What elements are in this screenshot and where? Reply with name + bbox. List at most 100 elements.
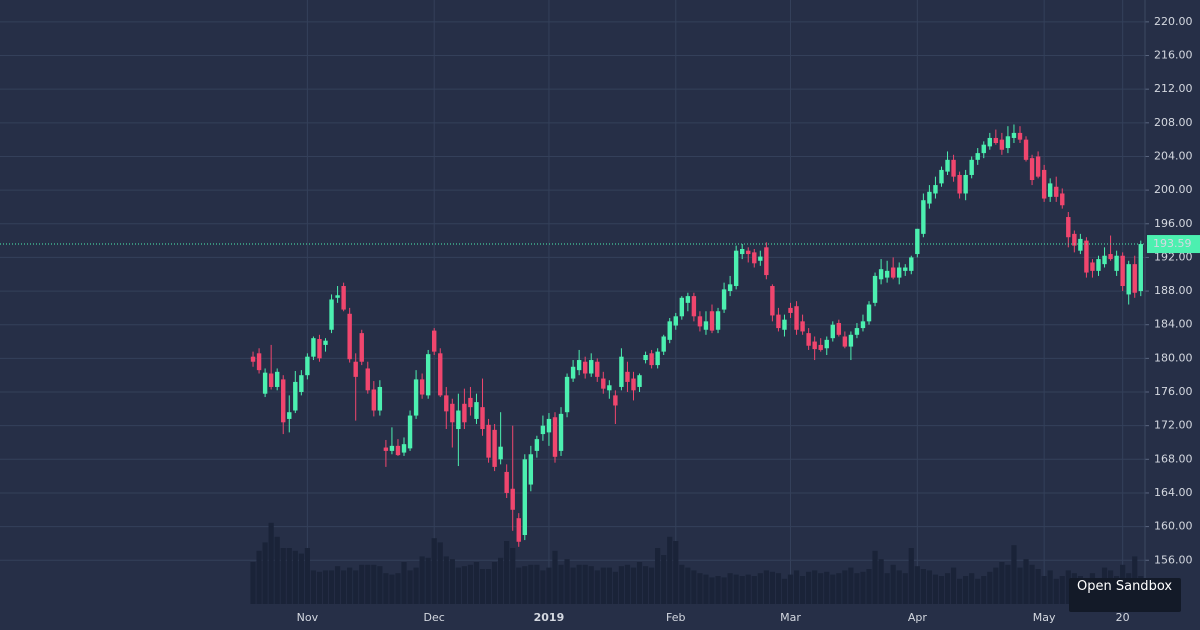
candle-body	[860, 321, 866, 329]
y-tick-label: 180.00	[1154, 351, 1193, 364]
volume-bar	[479, 569, 486, 604]
candle-body	[981, 144, 986, 154]
volume-bar	[570, 567, 576, 604]
candle-body	[897, 267, 902, 278]
volume-bar	[830, 574, 836, 604]
volume-bar	[274, 536, 280, 604]
volume-bar	[383, 573, 389, 604]
volume-bar	[341, 570, 347, 604]
volume-bar	[763, 570, 769, 604]
volume-bar	[588, 566, 594, 604]
volume-bar	[691, 570, 697, 604]
x-tick-label: Nov	[297, 611, 319, 624]
x-tick-label: Dec	[424, 611, 445, 624]
candle-body	[715, 311, 721, 330]
volume-bar	[401, 562, 407, 604]
y-tick-label: 216.00	[1154, 49, 1193, 62]
candle-body	[806, 333, 811, 346]
candle-body	[884, 270, 890, 278]
candle-body	[425, 354, 431, 396]
volume-bar	[685, 567, 691, 604]
candle-body	[607, 385, 612, 391]
candle-body	[1132, 264, 1137, 293]
candle-body	[595, 361, 600, 377]
volume-bar	[751, 576, 757, 604]
volume-bar	[498, 557, 504, 604]
volume-bar	[926, 570, 933, 604]
candle-body	[890, 267, 896, 278]
candle-body	[770, 286, 775, 316]
candle-body	[589, 360, 594, 374]
candle-body	[727, 284, 733, 292]
candle-body	[287, 412, 292, 419]
candle-body	[281, 379, 286, 423]
candle-body	[1005, 136, 1011, 149]
candle-body	[921, 200, 926, 234]
candle-body	[733, 250, 739, 287]
candle-body	[643, 354, 648, 361]
candle-body	[558, 413, 564, 451]
candle-body	[679, 297, 685, 317]
volume-bar	[522, 566, 528, 604]
candle-body	[468, 397, 473, 408]
volume-bar	[932, 574, 939, 604]
volume-bar	[473, 562, 480, 604]
candle-body	[812, 341, 817, 350]
volume-bar	[866, 569, 872, 604]
volume-bar	[377, 566, 383, 604]
volume-bar	[467, 564, 474, 604]
y-tick-label: 200.00	[1154, 183, 1193, 196]
candle-body	[764, 247, 769, 276]
y-tick-label: 204.00	[1154, 149, 1193, 162]
candle-body	[987, 137, 992, 147]
volume-bar	[824, 571, 830, 604]
candle-body	[250, 356, 256, 362]
candle-body	[1084, 240, 1089, 273]
volume-bar	[485, 569, 492, 604]
candle-body	[667, 321, 672, 340]
candle-body	[945, 159, 950, 172]
candle-body	[703, 321, 709, 330]
volume-bar	[449, 559, 455, 604]
candle-body	[347, 313, 352, 360]
volume-bar	[981, 576, 987, 604]
volume-bar	[353, 570, 359, 604]
volume-bar	[437, 542, 443, 604]
candle-body	[836, 323, 842, 335]
candle-body	[848, 334, 854, 347]
volume-bar	[256, 550, 262, 604]
volume-bar	[957, 578, 963, 604]
volume-bar	[920, 569, 926, 604]
candle-body	[341, 286, 346, 310]
volume-bar	[1065, 570, 1071, 604]
volume-bar	[359, 564, 365, 604]
x-tick-label: 20	[1116, 611, 1130, 624]
volume-bar	[715, 576, 721, 604]
candle-body	[438, 353, 443, 396]
candle-body	[576, 360, 582, 371]
open-sandbox-button[interactable]: Open Sandbox	[1069, 578, 1181, 612]
volume-bar	[576, 564, 582, 604]
volume-bar	[944, 573, 951, 604]
volume-bar	[679, 564, 685, 604]
candle-body	[721, 289, 727, 310]
candle-body	[419, 379, 425, 395]
candle-body	[1096, 259, 1101, 271]
y-tick-label: 184.00	[1154, 318, 1193, 331]
candle-body	[872, 275, 878, 303]
volume-bar	[1059, 576, 1065, 604]
volume-bar	[304, 548, 310, 604]
candle-body	[1138, 244, 1143, 292]
candle-body	[1054, 186, 1059, 197]
candle-body	[413, 379, 419, 416]
volume-bar	[1035, 569, 1041, 604]
candle-body	[685, 296, 691, 303]
volume-bar	[1047, 570, 1053, 604]
volume-bar	[667, 536, 673, 604]
volume-bar	[546, 567, 552, 604]
candle-body	[963, 174, 968, 194]
candle-body	[474, 402, 479, 419]
x-tick-label: May	[1033, 611, 1056, 624]
volume-bar	[745, 574, 751, 604]
volume-bar	[371, 564, 377, 604]
